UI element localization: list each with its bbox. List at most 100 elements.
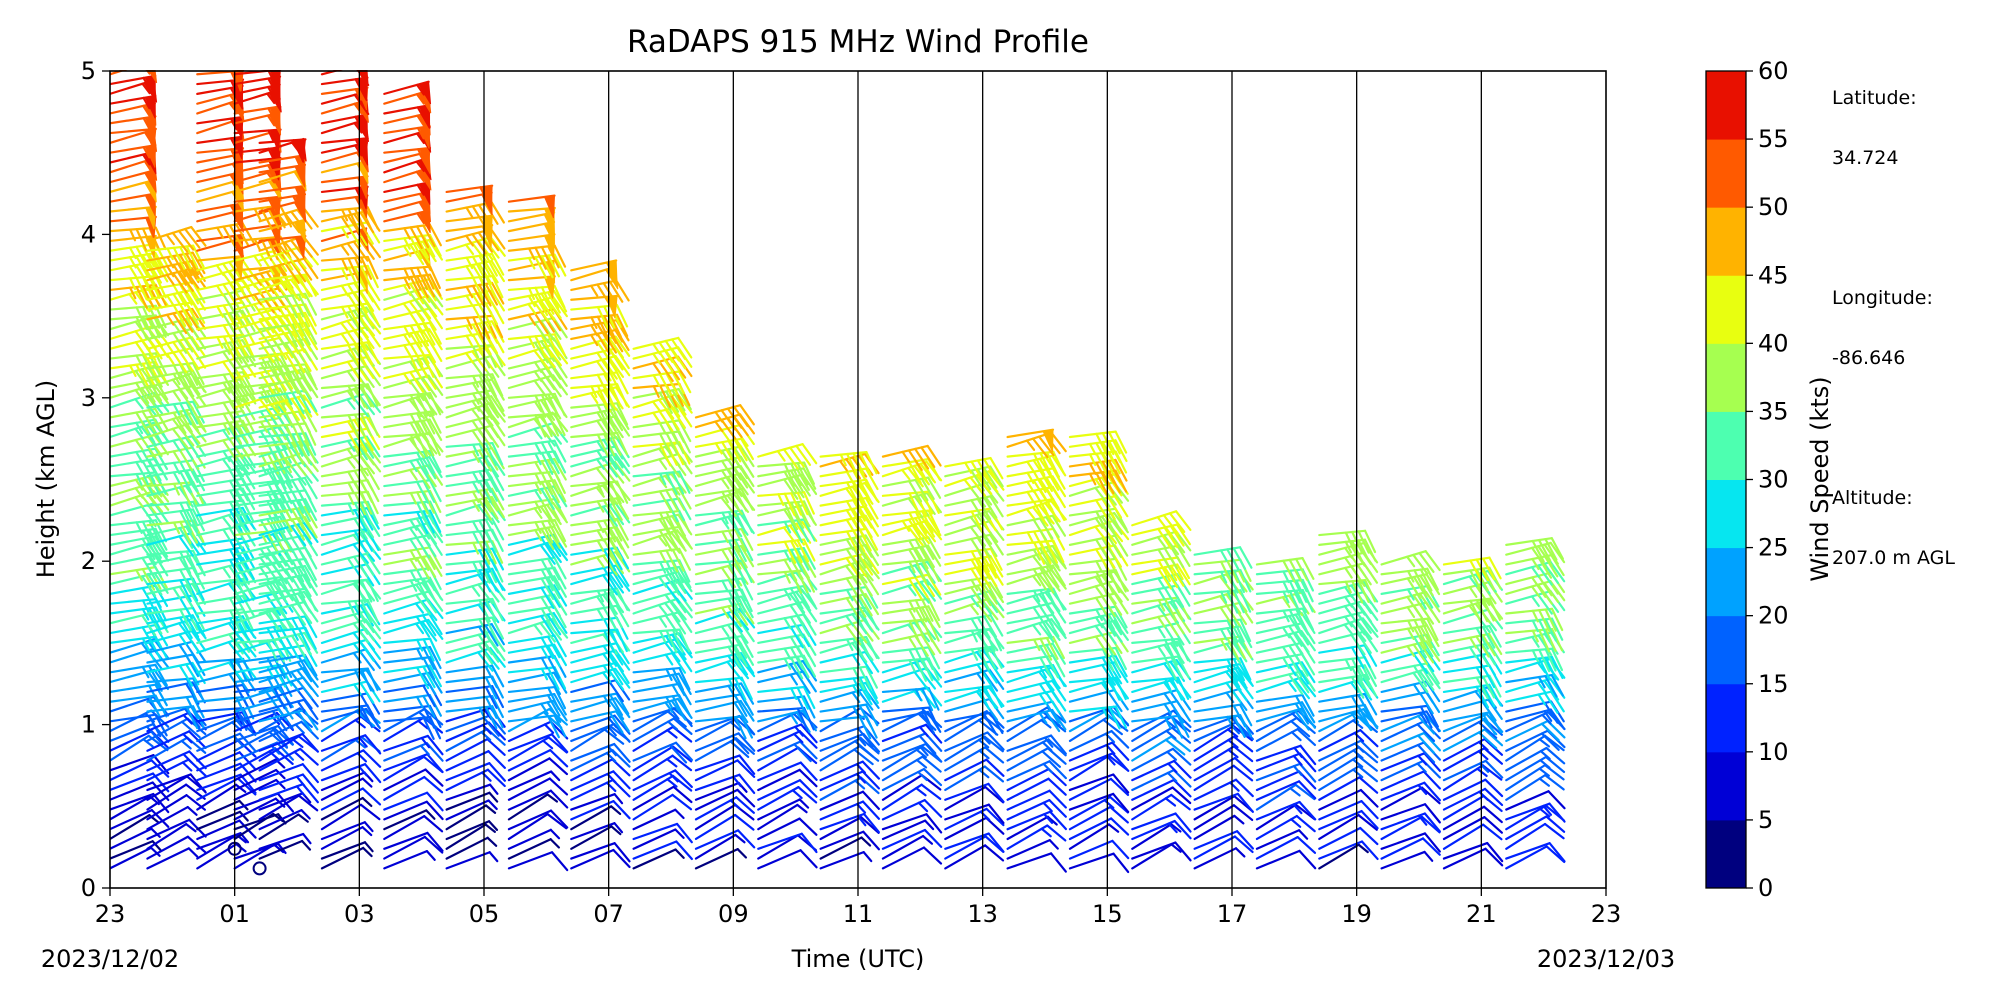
wind-barb <box>1255 728 1317 752</box>
wind-barb <box>944 803 1005 825</box>
wind-barb <box>383 768 444 792</box>
wind-barb <box>1131 778 1192 801</box>
colorbar-tick-label: 30 <box>1758 466 1789 494</box>
wind-barb <box>196 751 257 772</box>
wind-barb <box>507 733 569 754</box>
wind-barb <box>383 809 436 831</box>
wind-barb <box>1442 816 1503 841</box>
wind-barb <box>383 392 442 418</box>
wind-barb <box>1068 773 1130 794</box>
wind-barb <box>1380 812 1441 833</box>
wind-barb <box>383 418 443 444</box>
wind-barb <box>944 816 1005 841</box>
wind-barb <box>1006 810 1068 831</box>
wind-barb <box>258 440 317 466</box>
wind-barb <box>258 783 319 804</box>
wind-barb <box>507 749 569 772</box>
wind-barb <box>1505 708 1566 730</box>
wind-barb <box>1505 774 1565 801</box>
wind-barb <box>1131 812 1192 833</box>
wind-barb <box>1505 690 1565 714</box>
wind-barb <box>881 846 943 870</box>
wind-barb <box>1006 852 1067 873</box>
colorbar-segment <box>1706 751 1746 821</box>
wind-barb <box>146 822 197 850</box>
wind-barb <box>233 606 293 632</box>
wind-barb <box>110 94 157 119</box>
wind-barb <box>1442 597 1502 623</box>
colorbar-segment <box>1706 819 1746 889</box>
wind-barb <box>1006 824 1067 850</box>
wind-barb <box>383 637 442 662</box>
colorbar-tick-label: 55 <box>1758 125 1789 153</box>
wind-barb <box>383 238 444 266</box>
wind-barb <box>258 809 311 831</box>
wind-barb <box>881 509 941 535</box>
wind-barb <box>110 74 157 100</box>
wind-barb <box>944 765 1005 792</box>
wind-barb <box>1193 703 1253 728</box>
wind-barb <box>1006 777 1067 801</box>
wind-barb <box>507 685 567 710</box>
x-tick-label: 15 <box>1092 900 1123 928</box>
wind-barb <box>1318 788 1379 811</box>
vertical-gridlines <box>234 71 1482 888</box>
wind-barb <box>1505 719 1566 743</box>
wind-barb <box>1318 739 1379 762</box>
wind-barb <box>110 519 168 544</box>
wind-barb <box>632 785 693 811</box>
y-tick-label: 0 <box>81 874 96 902</box>
x-tick-label: 03 <box>344 900 375 928</box>
wind-barb <box>1068 823 1120 850</box>
wind-barb <box>1442 823 1503 850</box>
wind-barb <box>632 741 694 764</box>
wind-barb <box>819 505 879 532</box>
wind-barb <box>258 747 319 772</box>
wind-barb <box>694 759 756 782</box>
wind-barb <box>944 785 1005 811</box>
colorbar-tick-label: 25 <box>1758 534 1789 562</box>
wind-barb <box>1380 550 1441 575</box>
wind-barb <box>1442 847 1504 870</box>
wind-barb <box>507 714 567 739</box>
wind-barb <box>383 612 443 638</box>
wind-barb <box>258 832 312 850</box>
y-tick-label: 1 <box>81 711 96 739</box>
wind-barb <box>1068 619 1129 645</box>
colorbar-tick-label: 35 <box>1758 397 1789 425</box>
colorbar-tick-label: 20 <box>1758 602 1789 630</box>
wind-barb <box>258 235 307 259</box>
wind-barb <box>1068 646 1128 672</box>
wind-barb <box>1318 800 1379 821</box>
wind-barb <box>1505 790 1566 811</box>
wind-barb <box>383 734 444 756</box>
colorbar-segment <box>1706 479 1746 549</box>
wind-barb <box>110 840 162 860</box>
wind-barb <box>383 273 442 300</box>
wind-barb <box>383 479 442 504</box>
wind-barb <box>383 645 442 670</box>
wind-barb <box>1193 835 1254 860</box>
wind-barb <box>146 225 207 253</box>
wind-barb <box>819 552 880 579</box>
wind-barb <box>320 70 370 87</box>
wind-barb <box>1068 495 1129 522</box>
wind-barb <box>196 309 256 336</box>
wind-barb <box>1442 841 1504 863</box>
wind-barb <box>1318 840 1379 861</box>
wind-barb <box>507 693 567 717</box>
wind-barb <box>258 257 319 284</box>
wind-barb <box>1505 815 1566 841</box>
wind-barb <box>507 770 561 792</box>
wind-barb <box>819 830 881 851</box>
wind-barb <box>632 840 694 861</box>
altitude-label: Altitude: <box>1832 487 1913 509</box>
wind-barb <box>757 786 818 811</box>
wind-barb <box>1193 764 1254 792</box>
wind-barb <box>1006 544 1066 570</box>
wind-barb <box>507 584 568 610</box>
wind-barb <box>1318 664 1378 689</box>
wind-barb <box>320 638 382 662</box>
wind-barb <box>694 715 754 740</box>
wind-barb <box>383 693 442 718</box>
